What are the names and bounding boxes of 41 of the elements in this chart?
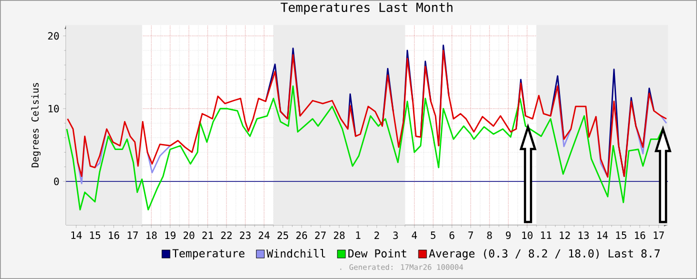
- x-tick-label: 3: [393, 232, 398, 240]
- x-tick-label: 12: [560, 232, 570, 239]
- x-tick-label: 7: [468, 232, 473, 239]
- legend-label: Average (0.3 / 8.2 / 18.0) Last 8.7: [428, 249, 660, 260]
- x-tick-label: 18: [146, 232, 157, 240]
- x-tick-label: 4: [412, 232, 417, 239]
- x-tick-label: 6: [450, 232, 454, 240]
- x-tick-label: 14: [597, 232, 608, 239]
- x-tick-label: 20: [184, 232, 194, 240]
- x-tick-label: 17: [654, 232, 664, 239]
- x-tick-label: 22: [221, 232, 232, 239]
- legend-label: Dew Point: [348, 249, 406, 258]
- y-tick-label: 10: [48, 104, 59, 112]
- x-tick-label: 25: [278, 232, 288, 240]
- x-tick-label: 19: [165, 232, 176, 240]
- x-tick-label: 24: [258, 232, 270, 239]
- x-tick-label: 8: [487, 232, 492, 240]
- x-tick-label: 21: [202, 232, 214, 239]
- x-tick-label: 13: [578, 232, 589, 240]
- legend-label: Temperature: [172, 249, 244, 260]
- x-tick-label: 2: [374, 232, 379, 239]
- y-tick-label: 0: [54, 178, 59, 186]
- x-tick-label: 27: [315, 232, 326, 239]
- x-tick-label: 1: [356, 232, 360, 239]
- x-tick-label: 16: [108, 232, 120, 240]
- x-tick-label: 28: [334, 232, 345, 240]
- x-tick-label: 11: [541, 232, 552, 239]
- x-tick-label: 16: [635, 232, 646, 240]
- x-tick-label: 23: [240, 232, 251, 240]
- x-tick-label: 26: [296, 232, 308, 240]
- x-tick-label: 10: [522, 232, 532, 240]
- y-axis-title: Degrees Celsius: [31, 83, 41, 168]
- x-tick-label: 9: [506, 232, 511, 240]
- x-tick-label: 5: [430, 232, 436, 239]
- chart-title: Temperatures Last Month: [280, 2, 452, 14]
- y-tick-label: 20: [48, 32, 59, 40]
- x-tick-label: 17: [128, 232, 138, 239]
- x-tick-label: 15: [616, 232, 626, 239]
- legend-label: Windchill: [266, 249, 326, 258]
- x-tick-label: 15: [90, 232, 100, 239]
- x-tick-label: 14: [71, 232, 82, 239]
